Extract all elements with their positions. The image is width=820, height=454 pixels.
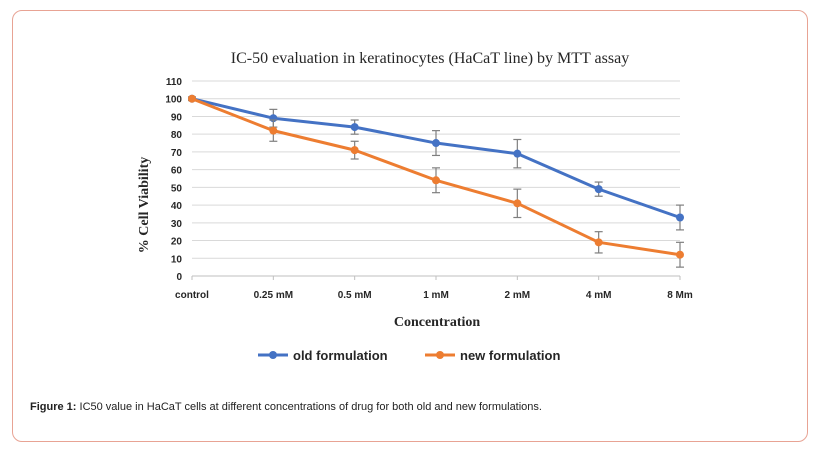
legend-label: new formulation bbox=[460, 348, 560, 363]
y-tick-label: 30 bbox=[171, 219, 183, 230]
data-point bbox=[188, 94, 196, 103]
data-point bbox=[432, 176, 440, 185]
chart-title: IC-50 evaluation in keratinocytes (HaCaT… bbox=[231, 50, 629, 67]
figure-caption: Figure 1: IC50 value in HaCaT cells at d… bbox=[30, 401, 542, 413]
legend-item: new formulation bbox=[425, 348, 560, 363]
y-tick-labels: 0 10 20 30 40 50 60 70 80 90 100 110 bbox=[165, 77, 182, 283]
y-tick-label: 50 bbox=[171, 183, 183, 194]
caption-label: Figure 1: bbox=[30, 401, 77, 413]
y-tick-label: 10 bbox=[171, 254, 183, 265]
y-tick-label: 40 bbox=[171, 201, 183, 212]
data-point bbox=[350, 123, 359, 132]
series-old-formulation bbox=[188, 94, 684, 231]
y-tick-label: 100 bbox=[165, 95, 182, 106]
legend-swatch-marker bbox=[269, 351, 277, 359]
data-point bbox=[269, 126, 278, 135]
y-tick-label: 110 bbox=[166, 77, 183, 88]
y-tick-label: 70 bbox=[171, 148, 183, 159]
data-point bbox=[432, 139, 440, 148]
y-tick-label: 80 bbox=[171, 130, 183, 141]
data-point bbox=[676, 250, 684, 259]
y-tick-label: 20 bbox=[171, 237, 183, 248]
x-tick-label: 0.25 mM bbox=[254, 290, 293, 301]
x-tick-label: control bbox=[175, 290, 209, 301]
x-tick-labels: control 0.25 mM 0.5 mM 1 mM 2 mM 4 mM 8 Mm bbox=[175, 290, 693, 301]
x-tick-label: 2 mM bbox=[505, 290, 531, 301]
data-point bbox=[594, 185, 603, 194]
series-group bbox=[188, 94, 684, 268]
data-point bbox=[513, 199, 522, 208]
x-tick-label: 1 mM bbox=[423, 290, 449, 301]
data-point bbox=[676, 213, 684, 222]
legend: old formulation new formulation bbox=[258, 348, 560, 363]
legend-label: old formulation bbox=[293, 348, 388, 363]
y-tick-label: 0 bbox=[176, 272, 182, 283]
data-point bbox=[594, 238, 603, 247]
x-tick-label: 0.5 mM bbox=[338, 290, 372, 301]
data-point bbox=[350, 146, 359, 155]
y-axis-label: % Cell Viability bbox=[137, 157, 152, 253]
y-tick-label: 60 bbox=[171, 166, 183, 177]
legend-item: old formulation bbox=[258, 348, 388, 363]
series-new-formulation bbox=[188, 94, 684, 268]
x-tick-label: 4 mM bbox=[586, 290, 612, 301]
x-axis-label: Concentration bbox=[394, 315, 481, 330]
x-tick-label: 8 Mm bbox=[667, 290, 693, 301]
y-tick-label: 90 bbox=[171, 112, 183, 123]
legend-swatch-marker bbox=[436, 351, 444, 359]
data-point bbox=[513, 149, 522, 158]
figure-frame bbox=[12, 10, 808, 442]
caption-text: IC50 value in HaCaT cells at different c… bbox=[76, 401, 542, 413]
